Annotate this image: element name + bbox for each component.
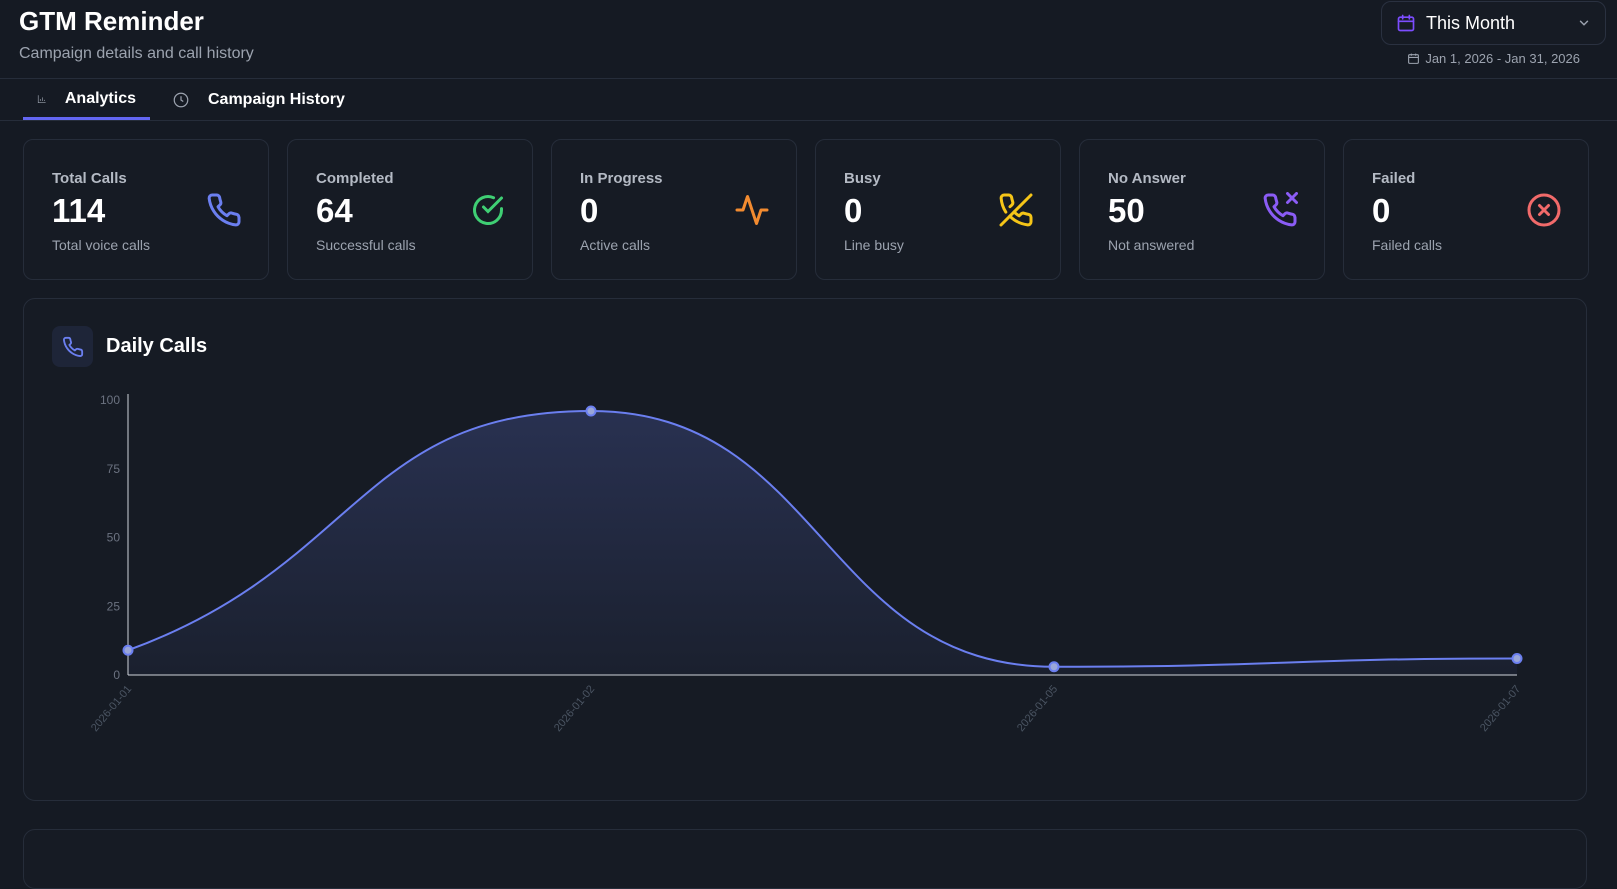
daily-calls-chart: 0 25 50 75 100 2026-01-01 2026-01-02 2026-01-05… <box>89 393 1523 734</box>
clock-icon <box>173 92 189 108</box>
secondary-panel <box>23 829 1587 889</box>
svg-text:2026-01-01: 2026-01-01 <box>89 683 134 734</box>
stat-label: Busy <box>844 170 881 187</box>
stat-sub: Successful calls <box>316 237 416 253</box>
svg-text:2026-01-07: 2026-01-07 <box>1478 683 1523 734</box>
calendar-icon <box>1397 14 1415 32</box>
chevron-down-icon <box>1579 20 1589 26</box>
stat-label: Completed <box>316 170 394 187</box>
daily-calls-icon-box <box>52 326 93 367</box>
stat-card-failed: Failed 0 Failed calls <box>1343 139 1589 280</box>
bar-chart-icon <box>37 94 46 103</box>
stat-sub: Not answered <box>1108 237 1195 253</box>
stat-value: 0 <box>580 192 599 229</box>
phone-icon <box>207 193 241 227</box>
stat-value: 0 <box>844 192 863 229</box>
stat-value: 50 <box>1108 192 1145 229</box>
stats-row: Total Calls 114 Total voice calls Comple… <box>23 139 1589 280</box>
x-circle-icon <box>1527 193 1561 227</box>
stat-card-busy: Busy 0 Line busy <box>815 139 1061 280</box>
stat-value: 0 <box>1372 192 1391 229</box>
svg-text:2026-01-05: 2026-01-05 <box>1015 683 1060 734</box>
phone-missed-icon <box>1263 192 1298 227</box>
stat-card-total-calls: Total Calls 114 Total voice calls <box>23 139 269 280</box>
page-subtitle: Campaign details and call history <box>19 45 254 62</box>
page-header: GTM Reminder Campaign details and call h… <box>0 0 1617 79</box>
stat-sub: Line busy <box>844 237 904 253</box>
date-range-text: Jan 1, 2026 - Jan 31, 2026 <box>1407 51 1580 66</box>
stat-label: No Answer <box>1108 170 1186 187</box>
phone-off-icon <box>999 193 1033 227</box>
stat-value: 114 <box>52 192 106 229</box>
stat-label: Total Calls <box>52 170 127 187</box>
tab-label: Campaign History <box>208 91 345 108</box>
check-circle-icon <box>473 195 503 225</box>
tab-label: Analytics <box>64 89 136 107</box>
stat-value: 64 <box>316 192 353 229</box>
phone-icon <box>62 336 83 357</box>
daily-calls-title: Daily Calls <box>106 335 208 357</box>
stat-card-no-answer: No Answer 50 Not answered <box>1079 139 1325 280</box>
tab-bar: Analytics Campaign History <box>0 80 1617 121</box>
svg-text:0: 0 <box>113 668 120 682</box>
activity-icon <box>735 195 769 225</box>
svg-text:25: 25 <box>107 599 121 613</box>
stat-card-completed: Completed 64 Successful calls <box>287 139 533 280</box>
stat-sub: Failed calls <box>1372 237 1443 253</box>
stat-label: Failed <box>1372 170 1416 187</box>
page-title: GTM Reminder <box>19 6 204 36</box>
svg-text:75: 75 <box>107 462 121 476</box>
date-range-select[interactable]: This Month <box>1381 1 1606 45</box>
tab-analytics[interactable]: Analytics <box>23 80 150 120</box>
svg-text:100: 100 <box>100 393 120 407</box>
calendar-small-icon <box>1408 53 1420 64</box>
tab-campaign-history[interactable]: Campaign History <box>158 80 359 120</box>
stat-sub: Active calls <box>580 237 651 253</box>
stat-label: In Progress <box>580 170 663 187</box>
stat-sub: Total voice calls <box>52 237 151 253</box>
date-range-label: This Month <box>1426 12 1516 33</box>
svg-text:50: 50 <box>107 531 121 545</box>
date-range-value: Jan 1, 2026 - Jan 31, 2026 <box>1425 51 1580 66</box>
stat-card-in-progress: In Progress 0 Active calls <box>551 139 797 280</box>
daily-calls-panel: Daily Calls 0 25 50 75 100 2026-01-01 2026-01-… <box>23 298 1587 801</box>
svg-text:2026-01-02: 2026-01-02 <box>552 683 597 734</box>
